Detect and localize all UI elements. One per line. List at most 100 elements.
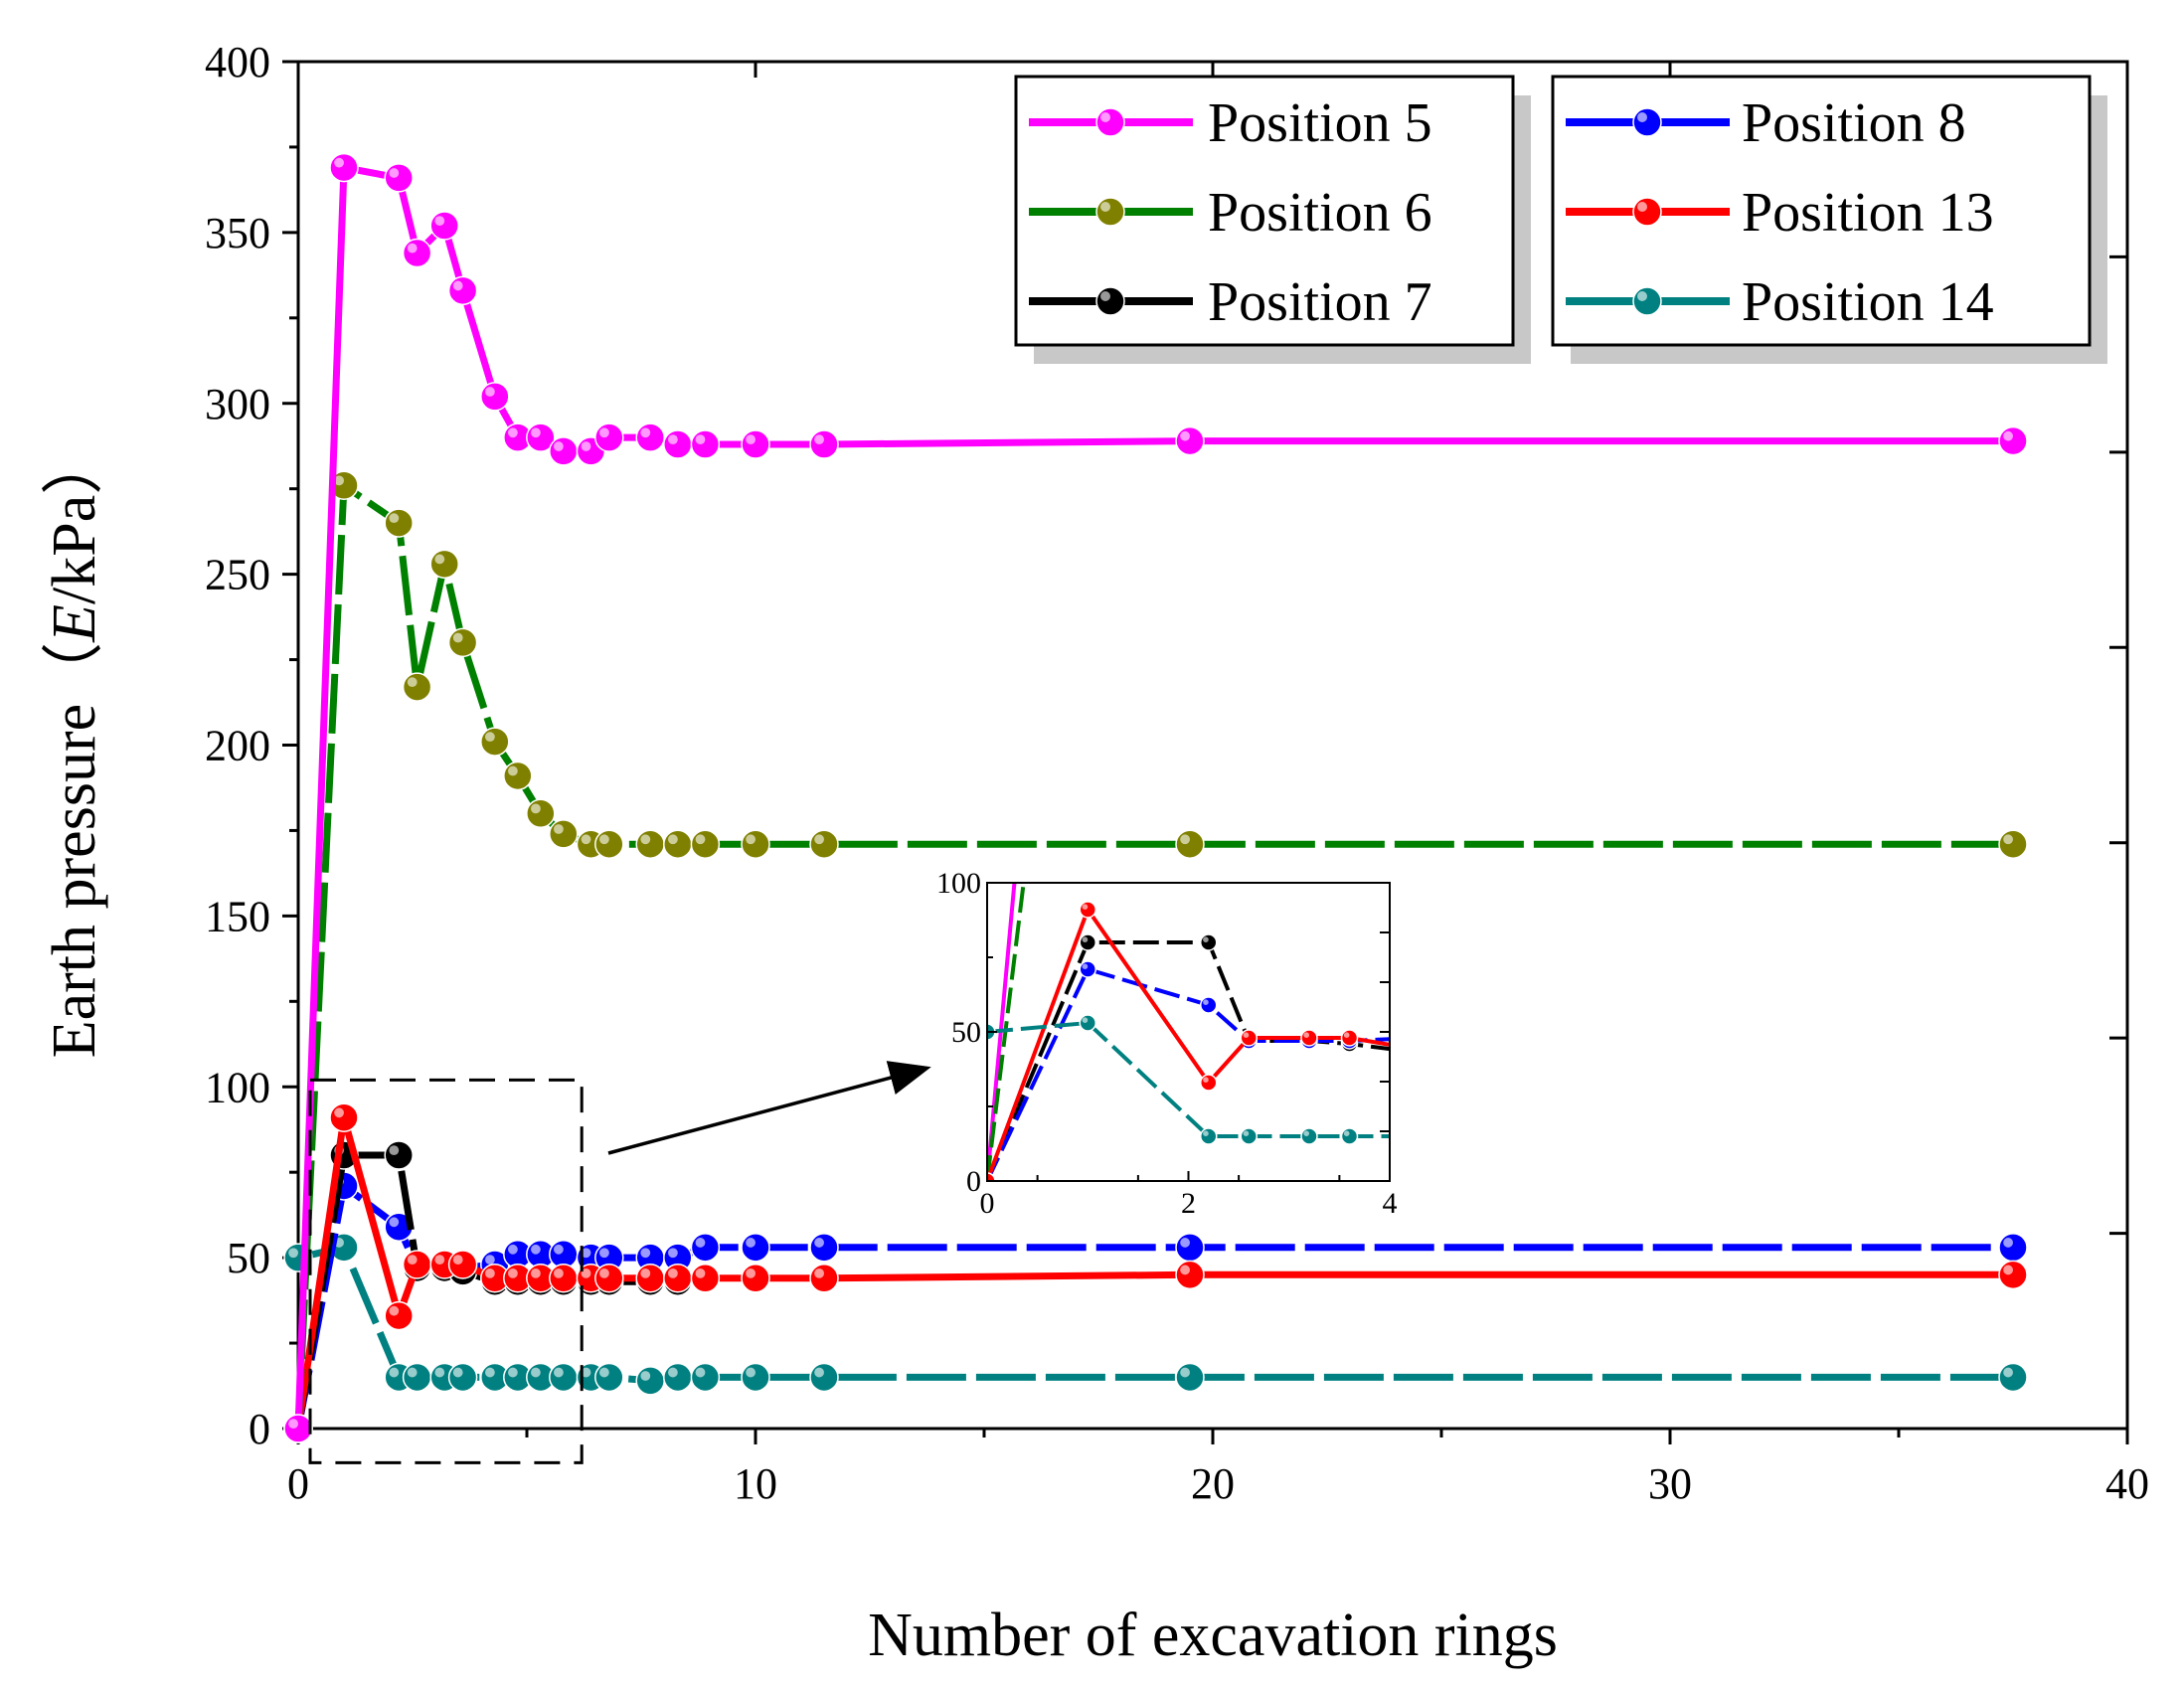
data-point-position-8: [741, 1233, 770, 1263]
data-point-position-8: [1079, 960, 1096, 978]
data-point-highlight: [389, 168, 400, 178]
data-point-highlight: [1303, 421, 1309, 426]
data-point-highlight: [1082, 1017, 1089, 1023]
x-tick-label: 30: [1648, 1459, 1692, 1508]
y-tick-label: 0: [249, 1405, 270, 1453]
inset-axis-ticks: 0 2 4 0 50 100: [936, 867, 1398, 1220]
data-point-highlight: [452, 632, 463, 643]
y-tick-label: 100: [205, 1063, 270, 1111]
x-tick-label: 0: [287, 1459, 309, 1508]
data-point-highlight: [695, 434, 706, 444]
data-point-highlight: [814, 1238, 824, 1248]
data-point-position-5: [283, 1414, 313, 1443]
data-point-highlight: [1243, 1130, 1250, 1136]
data-point-highlight: [554, 824, 564, 834]
data-point-position-13: [549, 1264, 579, 1293]
data-point-position-14: [690, 1362, 721, 1393]
data-point-position-14: [741, 1362, 770, 1393]
data-point-position-5: [549, 436, 579, 466]
data-point-highlight: [485, 387, 495, 397]
legend-swatch-marker-position-8: [1632, 107, 1662, 137]
data-point-highlight: [531, 1367, 541, 1378]
inset-y-tick-label: 0: [966, 1165, 981, 1198]
data-point-position-13: [329, 1102, 359, 1132]
data-point-highlight: [508, 1268, 518, 1278]
data-point-position-13: [1300, 1029, 1318, 1047]
data-point-highlight: [599, 1268, 609, 1278]
data-point-highlight: [485, 732, 495, 743]
data-point-position-13: [1340, 1029, 1359, 1047]
data-point-highlight: [1344, 489, 1350, 495]
inset-chart: 0 2 4 0 50 100: [936, 383, 1428, 1220]
data-point-highlight: [389, 513, 400, 524]
legend-swatch-marker-position-5: [1095, 107, 1125, 137]
data-point-highlight: [746, 834, 756, 845]
data-point-highlight: [485, 1255, 495, 1265]
legend-label-position-5: Position 5: [1208, 92, 1432, 154]
data-point-highlight: [1244, 528, 1250, 534]
x-tick-label: 40: [2105, 1459, 2149, 1508]
data-point-position-5: [384, 163, 414, 193]
x-tick-label: 10: [734, 1459, 777, 1508]
data-point-position-5: [809, 429, 839, 459]
data-point-position-14: [1998, 1362, 2028, 1393]
data-point-highlight: [531, 427, 541, 438]
data-point-position-14: [663, 1362, 693, 1393]
data-point-position-6: [1998, 829, 2028, 859]
data-point-position-14: [1340, 1127, 1359, 1145]
legend-label-position-7: Position 7: [1208, 271, 1432, 333]
zoom-region-box: [308, 1078, 584, 1464]
data-point-highlight: [640, 1248, 651, 1259]
data-point-highlight: [1180, 1367, 1190, 1378]
data-point-highlight: [640, 1268, 651, 1278]
inset-x-tick-label: 4: [1383, 1187, 1398, 1220]
data-point-highlight: [746, 434, 756, 444]
legend-swatch-marker-position-6: [1095, 197, 1125, 227]
data-point-position-6: [1201, 383, 1217, 399]
data-point-highlight: [1243, 1032, 1250, 1038]
data-point-position-5: [663, 429, 693, 459]
data-point-position-14: [1412, 1128, 1428, 1144]
data-point-position-13: [1079, 901, 1096, 919]
data-point-position-14: [1240, 1127, 1258, 1145]
legend-swatch-highlight: [1637, 112, 1647, 122]
data-point-highlight: [452, 1367, 463, 1378]
data-point-highlight: [2003, 834, 2013, 845]
data-point-highlight: [334, 475, 344, 486]
data-point-highlight: [581, 1248, 591, 1259]
y-tick-label: 150: [205, 892, 270, 940]
data-point-highlight: [814, 834, 824, 845]
legend-entries: Position 5 Position 6 Position 7 Position 8…: [1029, 92, 1994, 333]
data-point-position-13: [384, 1300, 414, 1331]
data-point-position-6: [1175, 829, 1205, 859]
data-point-position-8: [1175, 1233, 1205, 1263]
data-point-position-13: [1412, 1042, 1428, 1058]
data-point-highlight: [389, 1217, 400, 1228]
data-point-highlight: [1203, 999, 1209, 1005]
x-axis-title: Number of excavation rings: [868, 1602, 1558, 1669]
data-point-position-6: [526, 798, 556, 828]
data-point-highlight: [581, 441, 591, 451]
main-series-group: [283, 152, 2028, 1443]
inset-series-group: [987, 383, 1428, 1181]
data-point-highlight: [1415, 1032, 1421, 1038]
data-point-position-13: [1240, 1029, 1258, 1047]
data-point-highlight: [1415, 1047, 1421, 1053]
data-point-highlight: [640, 427, 651, 438]
data-point-position-13: [1200, 1074, 1218, 1092]
data-point-position-7: [1079, 933, 1096, 951]
legend-swatch-highlight: [1637, 291, 1647, 301]
data-point-position-13: [1998, 1260, 2028, 1290]
data-point-position-14: [1079, 1014, 1096, 1032]
data-point-highlight: [668, 1367, 678, 1378]
data-point-highlight: [1082, 904, 1089, 910]
data-point-highlight: [695, 1367, 706, 1378]
data-point-highlight: [581, 1268, 591, 1278]
data-point-highlight: [508, 765, 518, 776]
data-point-highlight: [1203, 1130, 1209, 1136]
data-point-highlight: [1082, 963, 1089, 969]
data-point-highlight: [434, 1367, 445, 1378]
data-point-highlight: [1343, 1032, 1350, 1038]
data-point-highlight: [814, 1367, 824, 1378]
